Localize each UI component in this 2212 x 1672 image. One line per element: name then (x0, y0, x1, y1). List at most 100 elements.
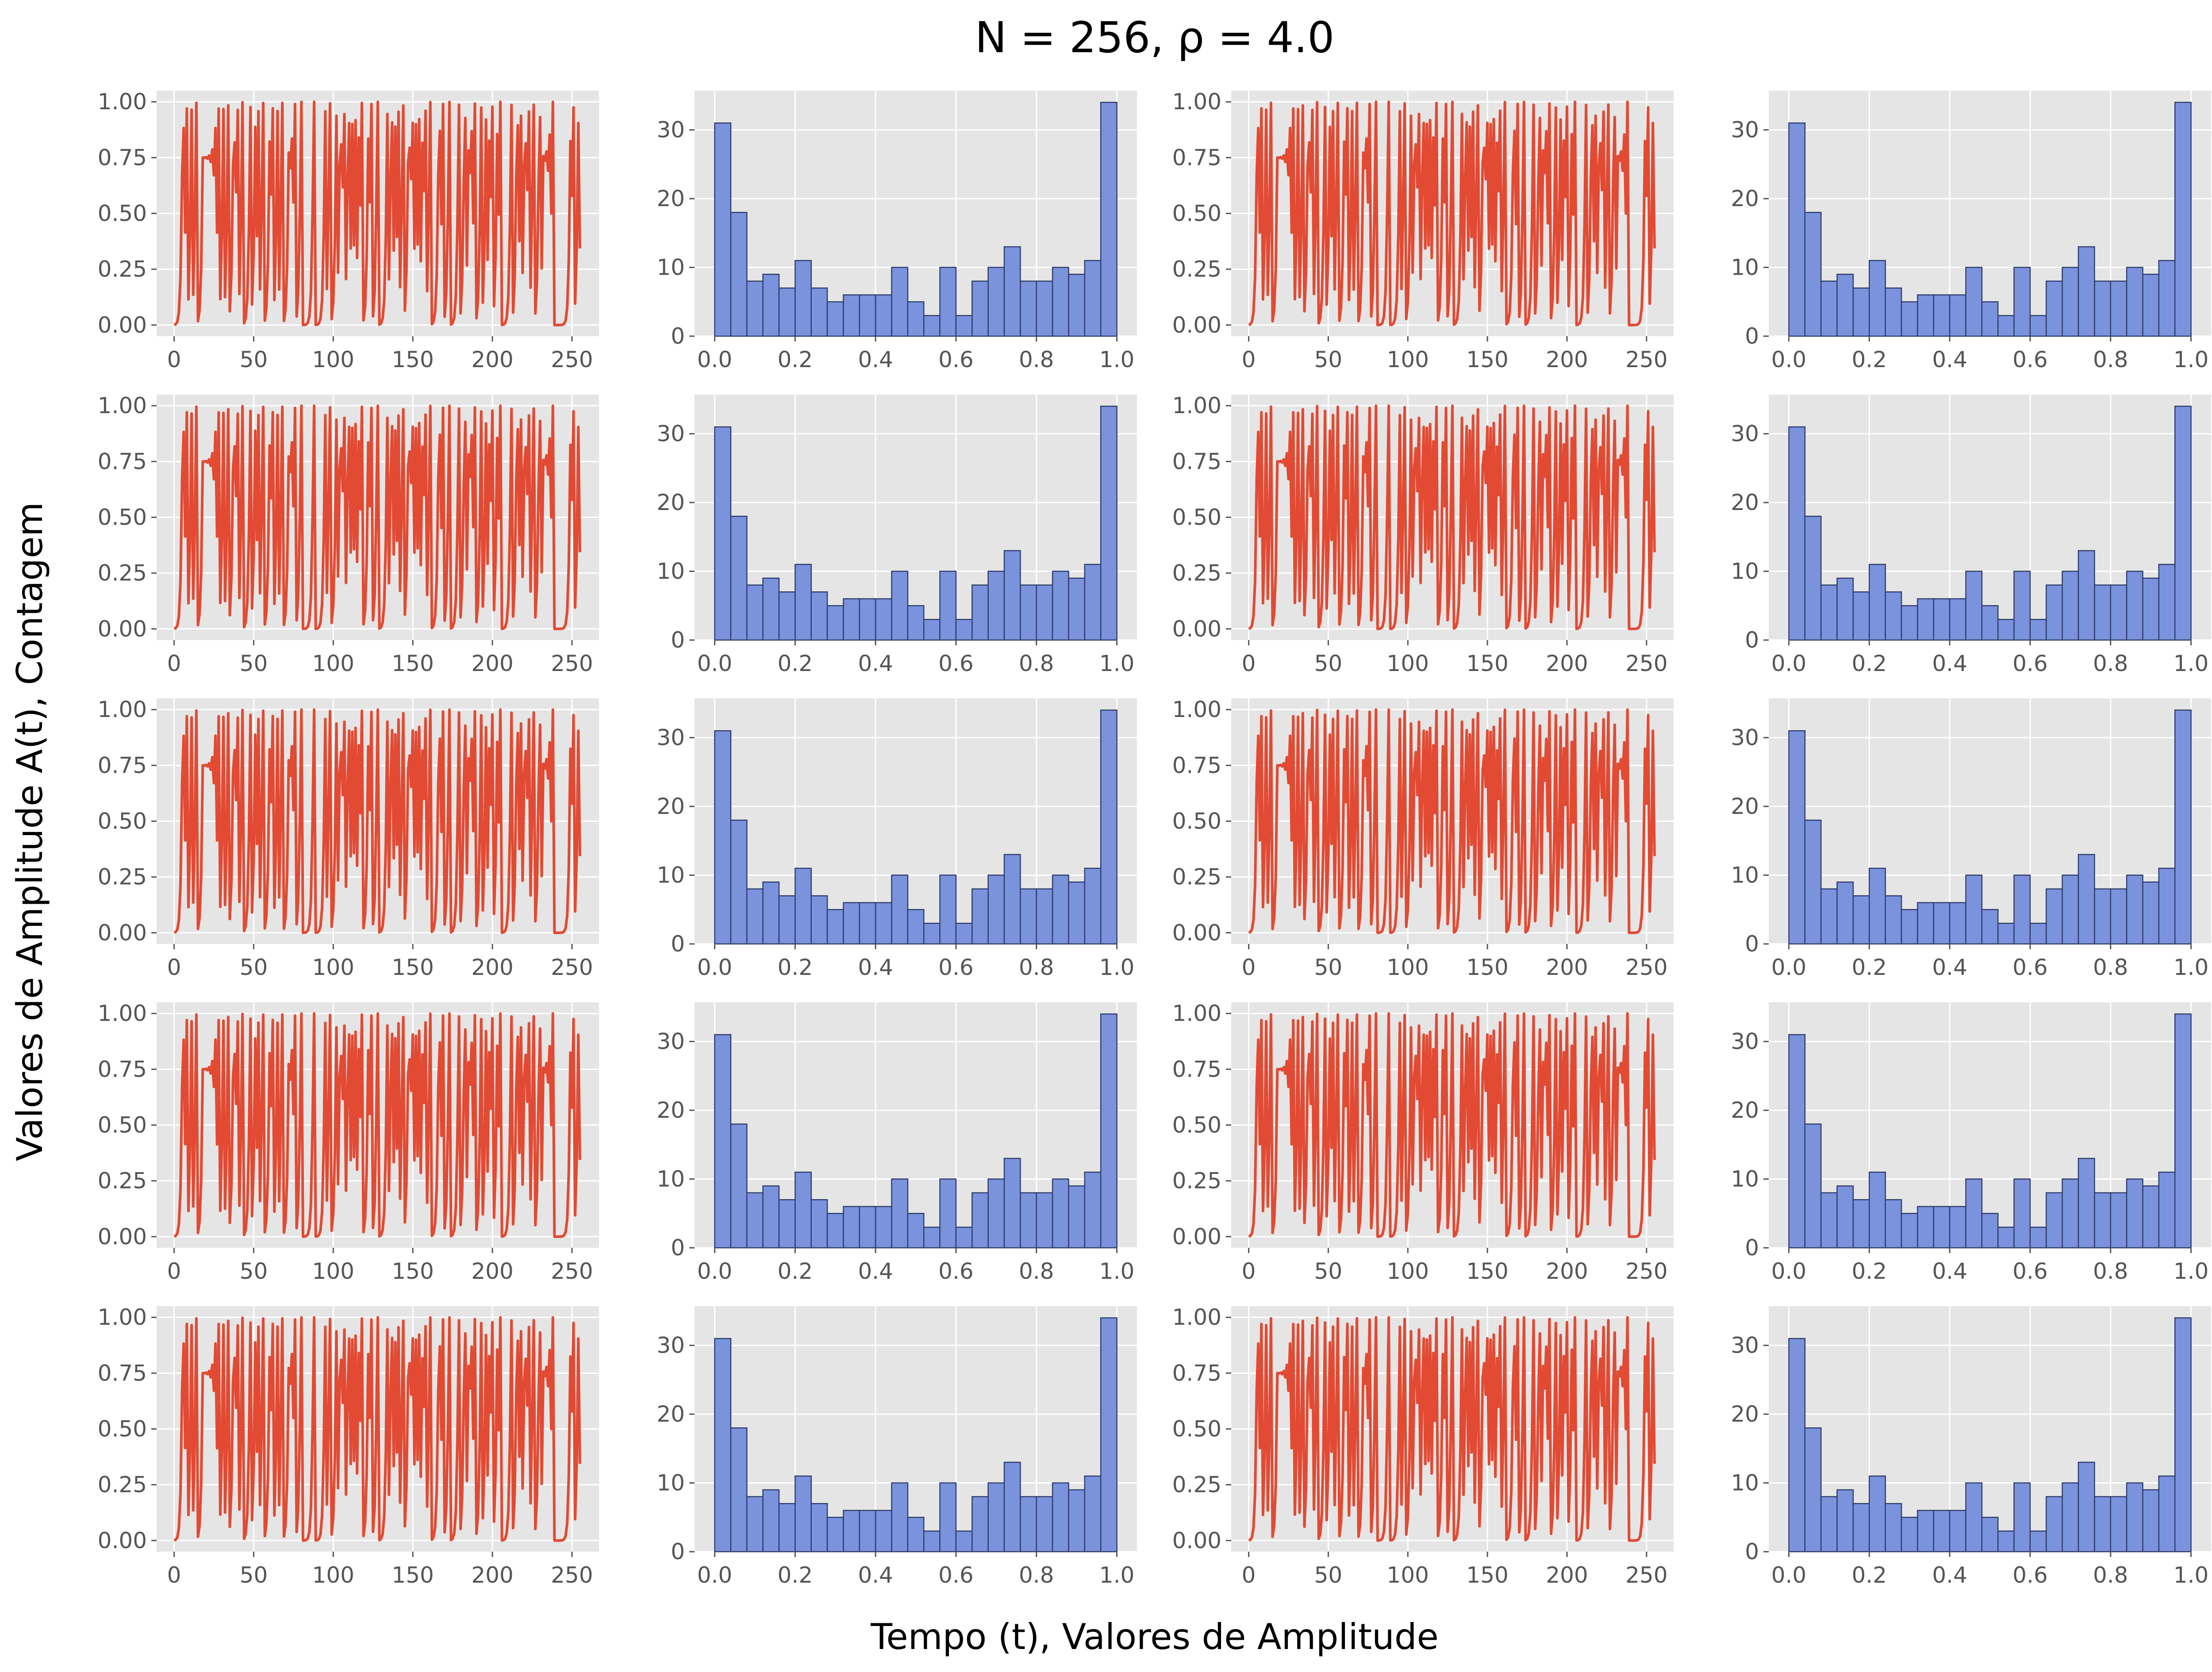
y-tick-label: 0.25 (98, 257, 147, 282)
x-tick-label: 0.0 (697, 1258, 733, 1284)
histogram-bar (891, 1178, 909, 1249)
y-tick-label: 10 (1731, 255, 1759, 280)
histogram-bar (891, 1482, 909, 1553)
x-tick-label: 0.0 (1771, 651, 1807, 676)
histogram-bar (2094, 1192, 2112, 1249)
histogram-bar (2142, 1185, 2160, 1249)
histogram-bar (2094, 1496, 2112, 1553)
histogram-bar (1804, 211, 1822, 337)
x-tick-label: 0.0 (1771, 955, 1807, 980)
figure-xlabel: Tempo (t), Valores de Amplitude (870, 1616, 1439, 1657)
x-tick-label: 1.0 (2174, 1258, 2209, 1284)
histogram-bar (2142, 273, 2160, 337)
histogram-bar (730, 211, 748, 337)
histogram-bar (2142, 577, 2160, 641)
histogram-bar (826, 909, 844, 945)
x-tick-label: 200 (1546, 955, 1588, 980)
histogram-bar (1981, 909, 1999, 945)
histogram-panel-r5-c2: 0.0 0.2 0.4 0.6 0.8 1.0 0 10 20 30 (657, 1306, 1137, 1588)
series-line (1248, 708, 1656, 934)
histogram-bar (1965, 874, 1983, 945)
histogram-bar (1084, 867, 1102, 945)
x-tick-label: 50 (240, 955, 268, 980)
histogram-bar (2126, 1178, 2143, 1249)
y-tick-label: 30 (657, 1029, 685, 1055)
histogram-bar (2062, 874, 2079, 945)
x-tick-label: 100 (312, 1562, 354, 1588)
y-tick-label: 1.00 (98, 89, 147, 115)
histogram-bar (1917, 902, 1935, 945)
histogram-bar (907, 1213, 925, 1249)
y-tick-label: 0.00 (98, 1224, 147, 1250)
histogram-bar (859, 1206, 876, 1249)
x-tick-label: 0.2 (1852, 1258, 1887, 1284)
histogram-bar (2174, 406, 2192, 641)
y-tick-label: 1.00 (1172, 1304, 1221, 1330)
x-tick-label: 100 (312, 955, 354, 980)
histogram-bar (2013, 874, 2031, 945)
histogram-bar (1068, 1185, 1086, 1249)
histogram-bar (826, 301, 844, 337)
histogram-bar (955, 1530, 973, 1553)
histogram-bar (1788, 426, 1806, 641)
series-line (1248, 1316, 1656, 1542)
histogram-bar (2158, 564, 2176, 641)
y-tick-label: 0.00 (1172, 616, 1221, 642)
histogram-bar (1836, 577, 1854, 641)
x-tick-label: 1.0 (2174, 347, 2209, 372)
histogram-bar (746, 1496, 764, 1553)
y-tick-label: 0.50 (98, 1416, 147, 1442)
histogram-bar (972, 888, 989, 945)
histogram-bar (875, 1206, 892, 1249)
histogram-bar (2013, 1482, 2031, 1553)
histogram-bar (2046, 1192, 2063, 1249)
y-tick-label: 0 (671, 1539, 685, 1565)
histogram-bar (810, 895, 828, 945)
histogram-bar (1068, 577, 1086, 641)
x-tick-label: 0.8 (1019, 651, 1054, 676)
histogram-bar (746, 1192, 764, 1249)
y-tick-label: 0 (671, 931, 685, 957)
histogram-bar (1020, 1192, 1037, 1249)
histogram-bar (810, 287, 828, 337)
y-tick-label: 0.75 (98, 752, 147, 778)
histogram-bar (2029, 1530, 2047, 1553)
histogram-bar (875, 598, 892, 641)
x-tick-label: 200 (471, 651, 513, 676)
y-tick-label: 30 (1731, 1029, 1759, 1055)
histogram-panel-r3-c2: 0.0 0.2 0.4 0.6 0.8 1.0 0 10 20 30 (657, 698, 1137, 980)
histogram-bar (1949, 294, 1966, 337)
y-tick-label: 0.50 (98, 809, 147, 834)
x-tick-label: 0.8 (2093, 347, 2128, 372)
histogram-bar (2078, 1158, 2095, 1249)
x-tick-label: 0 (167, 955, 181, 980)
histogram-bar (987, 1482, 1005, 1553)
time-series-panel-r4-c1: 0 50 100 150 200 250 0.00 0.25 0.50 0.75 1.00 (98, 1001, 599, 1284)
histogram-bar (1852, 1503, 1870, 1553)
y-tick-label: 20 (1731, 1401, 1759, 1427)
histogram-bar (730, 1427, 748, 1553)
histogram-bar (972, 280, 989, 337)
histogram-bar (762, 881, 780, 945)
histogram-bar (1100, 1013, 1118, 1249)
y-tick-label: 0.75 (98, 1360, 147, 1386)
histogram-bar (778, 895, 796, 945)
histogram-bar (891, 571, 909, 641)
histogram-bar (1933, 598, 1951, 641)
x-tick-label: 250 (551, 651, 593, 676)
y-tick-label: 0.75 (1172, 1056, 1221, 1082)
histogram-bar (1084, 1171, 1102, 1249)
x-tick-label: 50 (1314, 347, 1343, 372)
y-tick-label: 20 (1731, 490, 1759, 515)
series-line (173, 404, 581, 630)
histogram-bar (1965, 1482, 1983, 1553)
histogram-bar (1965, 267, 1983, 337)
y-tick-label: 0.50 (98, 201, 147, 226)
histogram-bar (1068, 1489, 1086, 1553)
x-tick-label: 0.4 (858, 651, 893, 676)
histogram-bar (826, 605, 844, 641)
y-tick-label: 0.25 (1172, 560, 1221, 586)
time-series-panel-r5-c1: 0 50 100 150 200 250 0.00 0.25 0.50 0.75 1.00 (98, 1304, 599, 1588)
histogram-bar (1020, 280, 1037, 337)
histogram-bar (810, 1503, 828, 1553)
